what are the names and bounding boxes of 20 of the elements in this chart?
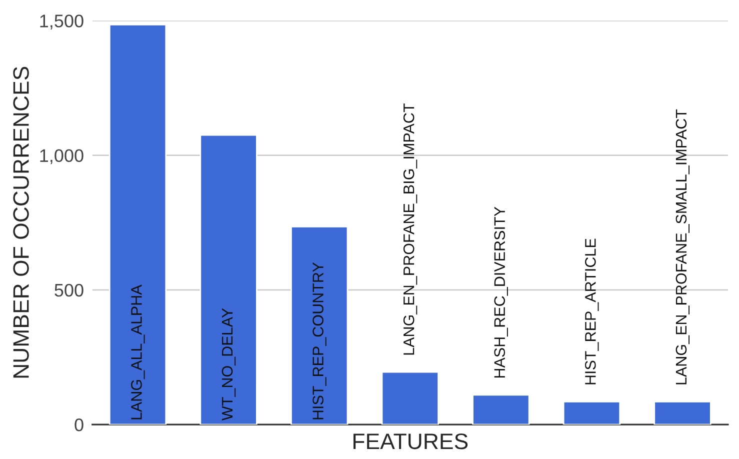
y-tick-label: 0 xyxy=(74,418,84,432)
x-tick-label: HIST_REP_ARTICLE xyxy=(585,238,599,384)
x-tick-label: HASH_REC_DIVERSITY xyxy=(494,206,508,378)
x-tick-label: LANG_EN_PROFANE_BIG_IMPACT xyxy=(403,104,418,355)
bar xyxy=(290,226,348,425)
x-tick-label: WT_NO_DELAY xyxy=(222,308,236,420)
y-tick-label: 1,500 xyxy=(40,14,84,30)
y-tick-label: 1,000 xyxy=(40,149,84,164)
y-axis-title: NUMBER OF OCCURRENCES xyxy=(13,66,29,378)
x-axis-title: FEATURES xyxy=(354,433,468,450)
x-tick-label: LANG_EN_PROFANE_SMALL_IMPACT xyxy=(676,109,690,384)
x-tick-label: HIST_REP_COUNTRY xyxy=(312,262,326,420)
bar xyxy=(381,371,439,425)
bar xyxy=(200,134,258,425)
bar xyxy=(654,400,712,425)
y-tick-label: 500 xyxy=(54,284,84,297)
bar xyxy=(562,400,621,425)
x-tick-label: LANG_ALL_ALPHA xyxy=(131,284,145,420)
bar xyxy=(472,394,530,425)
bar xyxy=(108,24,167,425)
